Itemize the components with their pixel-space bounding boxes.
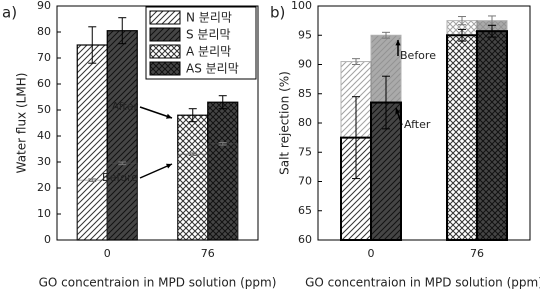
y-tick-label: 100: [291, 0, 312, 12]
legend-swatch: [149, 44, 181, 59]
error-bar: [352, 58, 360, 65]
after-bar: [476, 30, 508, 242]
x-tick-label: 0: [104, 247, 111, 260]
y-tick-label: 70: [298, 175, 312, 188]
y-axis-title: Salt rejection (%): [278, 71, 292, 175]
y-tick-label: 0: [44, 233, 51, 246]
plot-frame: [317, 5, 531, 241]
y-axis-title: Water flux (LMH): [15, 73, 29, 174]
x-tick-label: 76: [470, 247, 484, 260]
x-tick-label: 0: [368, 247, 375, 260]
y-tick-label: 60: [37, 77, 51, 90]
annotation-arrow: [139, 106, 173, 119]
y-tick-label: 80: [298, 116, 312, 129]
error-bar: [188, 108, 197, 123]
error-bar: [218, 95, 227, 110]
x-tick-label: 76: [201, 247, 215, 260]
legend-label: AS 분리막: [186, 62, 239, 76]
error-bar: [188, 152, 197, 156]
error-bar: [88, 178, 97, 182]
error-bar: [488, 24, 496, 38]
y-tick-label: 90: [298, 58, 312, 71]
y-tick-label: 95: [298, 28, 312, 41]
annotation-arrow: [139, 163, 173, 179]
error-bar: [88, 26, 97, 64]
error-bar: [458, 28, 466, 42]
y-tick-label: 60: [298, 233, 312, 246]
arrow-head: [395, 40, 401, 46]
legend-label: A 분리막: [186, 45, 231, 59]
legend-swatch: [149, 27, 181, 42]
y-tick-label: 40: [37, 129, 51, 142]
annotation: Before: [400, 49, 436, 62]
y-tick-label: 75: [298, 145, 312, 158]
y-tick-label: 70: [37, 51, 51, 64]
legend-label: N 분리막: [186, 11, 232, 25]
error-bar: [118, 161, 127, 166]
arrow-head: [166, 113, 172, 119]
y-tick-label: 20: [37, 181, 51, 194]
y-tick-label: 65: [298, 204, 312, 217]
legend-swatch: [149, 61, 181, 76]
before-bar: [106, 162, 138, 241]
plot-frame: [56, 5, 259, 241]
legend-label: S 분리막: [186, 28, 231, 42]
y-tick-label: 90: [37, 0, 51, 12]
error-bar: [218, 142, 227, 146]
error-bar: [458, 16, 466, 26]
y-tick-label: 50: [37, 103, 51, 116]
before-bar: [177, 153, 209, 241]
annotation: After: [112, 100, 139, 113]
y-tick-label: 80: [37, 25, 51, 38]
arrow-head: [395, 108, 401, 114]
x-axis-title: GO concentraion in MPD solution (ppm): [39, 276, 277, 290]
x-axis-title: GO concentraion in MPD solution (ppm): [305, 276, 540, 290]
panel-label: a): [2, 4, 17, 22]
legend-swatch: [149, 10, 181, 25]
error-bar: [382, 31, 390, 39]
before-bar: [207, 143, 239, 241]
error-bar: [118, 17, 127, 45]
annotation: After: [404, 118, 431, 131]
error-bar: [352, 96, 360, 180]
legend: N 분리막 S 분리막 A 분리막 AS 분리막: [145, 6, 257, 80]
panel-label: b): [270, 4, 285, 22]
y-tick-label: 30: [37, 155, 51, 168]
annotation: Before: [102, 171, 138, 184]
arrow-head: [166, 163, 172, 169]
error-bar: [382, 75, 390, 130]
after-bar: [446, 34, 478, 241]
before-bar: [76, 179, 108, 241]
y-tick-label: 10: [37, 207, 51, 220]
y-tick-label: 85: [298, 87, 312, 100]
